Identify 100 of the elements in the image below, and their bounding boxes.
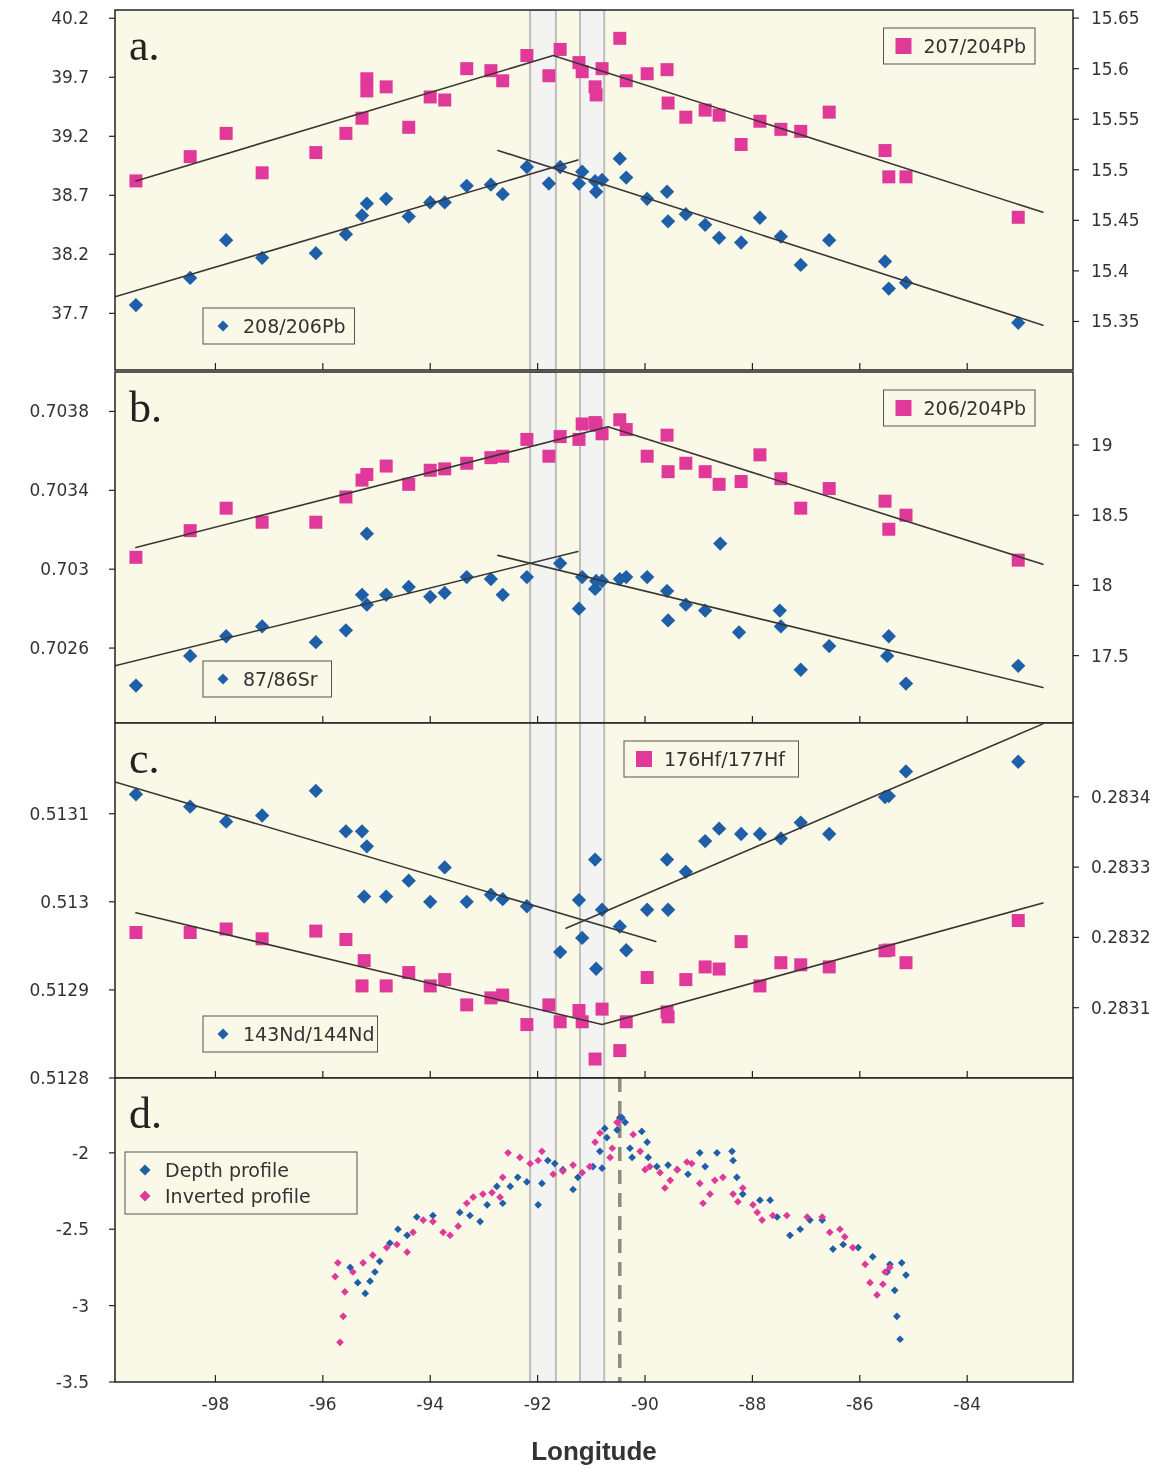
point — [587, 852, 603, 867]
y-tick-label: -3.5 — [55, 1371, 89, 1392]
point — [1011, 658, 1026, 673]
y-tick-label: 0.5129 — [29, 979, 89, 1000]
point — [219, 501, 233, 515]
y2-tick-label: 15.55 — [1091, 109, 1140, 130]
point — [734, 475, 748, 489]
point — [679, 973, 693, 987]
chart-title: c. — [129, 734, 160, 783]
point — [401, 873, 416, 888]
point — [359, 526, 374, 541]
point — [898, 676, 914, 691]
y-tick-label: 0.513 — [40, 891, 89, 912]
point — [437, 585, 452, 600]
y2-tick-label: 19 — [1091, 434, 1113, 455]
point — [339, 933, 353, 947]
y-tick-label: 0.703 — [40, 559, 89, 580]
point — [882, 522, 896, 536]
y2-tick-label: 0.2834 — [1091, 786, 1151, 807]
point — [402, 120, 416, 134]
point — [822, 638, 837, 654]
y2-tick-label: 15.65 — [1091, 8, 1140, 29]
point — [588, 1052, 602, 1066]
point — [793, 662, 808, 677]
y2-tick-label: 0.2831 — [1091, 997, 1151, 1018]
point — [612, 151, 627, 166]
point — [822, 826, 837, 842]
point — [772, 603, 787, 618]
x-tick-label: -98 — [201, 1394, 230, 1414]
y-tick-label: 0.5131 — [29, 803, 89, 824]
y-tick-label: 0.7038 — [29, 401, 89, 422]
point — [733, 235, 749, 250]
point — [589, 184, 604, 199]
legend-label: Depth profile — [165, 1158, 289, 1181]
y2-tick-label: 15.4 — [1091, 260, 1129, 281]
point — [360, 72, 374, 86]
point — [822, 105, 836, 119]
point — [519, 569, 535, 585]
y-tick-label: 0.7026 — [29, 638, 89, 659]
point — [402, 477, 416, 491]
point — [698, 465, 712, 479]
point — [542, 998, 556, 1012]
point — [542, 69, 556, 83]
point — [613, 31, 627, 45]
point — [698, 103, 712, 117]
point — [733, 826, 749, 842]
point — [660, 613, 676, 628]
point — [541, 176, 557, 191]
point — [613, 1044, 627, 1058]
point — [354, 587, 370, 602]
point — [774, 956, 788, 970]
y2-tick-label: 18.5 — [1091, 505, 1129, 526]
point — [255, 166, 269, 180]
point — [640, 902, 655, 917]
point — [698, 960, 712, 974]
point — [520, 1018, 534, 1032]
point — [308, 783, 323, 798]
point — [878, 494, 892, 508]
point — [659, 583, 675, 599]
x-tick-label: -96 — [308, 1394, 337, 1414]
y-tick-label: 38.2 — [51, 244, 89, 265]
point — [619, 943, 634, 958]
point — [254, 808, 270, 823]
point — [496, 74, 510, 88]
point — [255, 515, 269, 529]
point — [438, 973, 452, 987]
chart-title: d. — [129, 1089, 162, 1138]
point — [553, 42, 567, 56]
legend-label: 143Nd/144Nd — [243, 1022, 375, 1045]
chart-title: a. — [129, 21, 160, 70]
point — [711, 821, 727, 836]
point — [881, 281, 896, 296]
y2-tick-label: 18 — [1091, 575, 1113, 596]
point — [520, 432, 534, 446]
y-tick-label: 39.2 — [51, 126, 89, 147]
x-tick-label: -90 — [631, 1394, 659, 1414]
legend-label: 208/206Pb — [243, 314, 346, 337]
point — [359, 839, 374, 854]
y-tick-label: 0.7034 — [29, 480, 89, 501]
y-tick-label: -3 — [72, 1295, 89, 1316]
point — [459, 178, 474, 194]
point — [659, 184, 675, 199]
x-tick-label: -84 — [953, 1394, 982, 1414]
legend-label: 87/86Sr — [243, 667, 318, 690]
legend-label: 207/204Pb — [923, 34, 1026, 57]
point — [459, 894, 474, 909]
point — [402, 966, 416, 980]
point — [1011, 754, 1026, 769]
point — [712, 962, 726, 976]
y-tick-label: 39.7 — [51, 67, 89, 88]
point — [698, 833, 713, 849]
point — [129, 174, 143, 188]
point — [661, 96, 675, 110]
point — [520, 49, 534, 63]
x-tick-label: -86 — [845, 1394, 874, 1414]
point — [575, 164, 590, 179]
point — [679, 456, 693, 470]
point — [129, 925, 143, 939]
point — [309, 146, 323, 160]
point — [357, 889, 372, 904]
